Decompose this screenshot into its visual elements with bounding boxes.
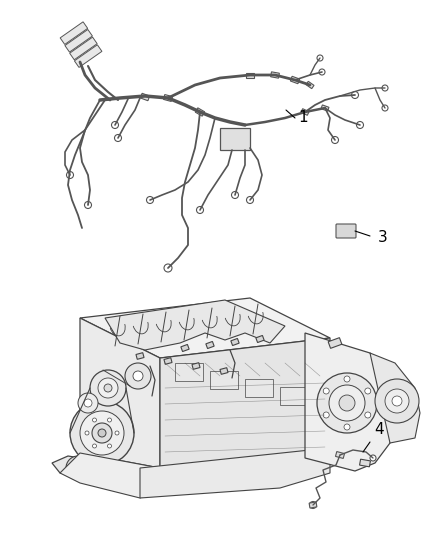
Bar	[336, 451, 345, 458]
Circle shape	[197, 206, 204, 214]
Circle shape	[125, 363, 151, 389]
Circle shape	[92, 444, 96, 448]
Circle shape	[92, 418, 96, 422]
Circle shape	[80, 411, 124, 455]
Bar	[220, 128, 250, 150]
Bar	[206, 342, 214, 349]
Circle shape	[319, 69, 325, 75]
Polygon shape	[80, 318, 160, 468]
Polygon shape	[52, 456, 105, 480]
Text: 4: 4	[374, 423, 384, 438]
Circle shape	[332, 136, 339, 143]
Bar	[220, 368, 228, 374]
Circle shape	[365, 388, 371, 394]
Circle shape	[392, 396, 402, 406]
Polygon shape	[160, 338, 330, 468]
Circle shape	[247, 197, 254, 204]
Circle shape	[72, 462, 84, 474]
Polygon shape	[60, 453, 160, 498]
Circle shape	[107, 444, 112, 448]
Bar	[136, 353, 144, 359]
Bar	[306, 82, 314, 88]
Circle shape	[85, 201, 92, 208]
Bar	[60, 22, 88, 44]
Circle shape	[344, 424, 350, 430]
Circle shape	[146, 197, 153, 204]
Bar	[65, 29, 92, 52]
Bar	[328, 338, 342, 349]
Circle shape	[98, 429, 106, 437]
Circle shape	[317, 373, 377, 433]
Bar	[195, 108, 205, 116]
Circle shape	[107, 418, 112, 422]
Circle shape	[90, 370, 126, 406]
Bar	[280, 387, 308, 405]
Circle shape	[98, 378, 118, 398]
Circle shape	[382, 105, 388, 111]
Bar	[309, 502, 317, 508]
Circle shape	[104, 384, 112, 392]
Bar	[360, 459, 371, 467]
Polygon shape	[305, 333, 395, 471]
Circle shape	[310, 502, 317, 508]
Circle shape	[323, 412, 329, 418]
Circle shape	[357, 122, 364, 128]
FancyBboxPatch shape	[336, 224, 356, 238]
Bar	[70, 37, 97, 60]
Circle shape	[385, 389, 409, 413]
Bar	[164, 358, 172, 365]
Circle shape	[344, 376, 350, 382]
Circle shape	[365, 412, 371, 418]
Circle shape	[164, 264, 172, 272]
Circle shape	[92, 423, 112, 443]
Polygon shape	[140, 450, 330, 498]
Bar	[231, 338, 239, 345]
Polygon shape	[105, 300, 285, 350]
Circle shape	[382, 85, 388, 91]
Text: 3: 3	[378, 230, 388, 246]
Circle shape	[370, 455, 376, 461]
Circle shape	[84, 399, 92, 407]
Circle shape	[112, 122, 119, 128]
Bar	[301, 109, 309, 115]
Circle shape	[323, 388, 329, 394]
Bar	[175, 363, 203, 381]
Circle shape	[66, 456, 90, 480]
Text: 1: 1	[298, 110, 307, 125]
Circle shape	[317, 55, 323, 61]
Circle shape	[70, 401, 134, 465]
Bar	[74, 45, 102, 67]
Circle shape	[339, 395, 355, 411]
Bar	[246, 72, 254, 77]
Bar	[163, 94, 173, 101]
Circle shape	[133, 371, 143, 381]
Circle shape	[329, 385, 365, 421]
Circle shape	[85, 431, 89, 435]
Circle shape	[375, 379, 419, 423]
Bar	[192, 362, 200, 369]
Polygon shape	[370, 353, 420, 443]
Bar	[210, 371, 238, 389]
Bar	[181, 344, 189, 352]
Circle shape	[115, 431, 119, 435]
Circle shape	[78, 393, 98, 413]
Polygon shape	[80, 298, 330, 358]
Bar	[321, 105, 329, 111]
Bar	[256, 335, 264, 343]
Circle shape	[232, 191, 239, 198]
Bar	[290, 76, 300, 84]
Circle shape	[114, 134, 121, 141]
Bar	[271, 72, 279, 78]
Bar	[141, 93, 150, 101]
Circle shape	[352, 92, 358, 99]
Bar	[245, 379, 273, 397]
Circle shape	[67, 172, 74, 179]
